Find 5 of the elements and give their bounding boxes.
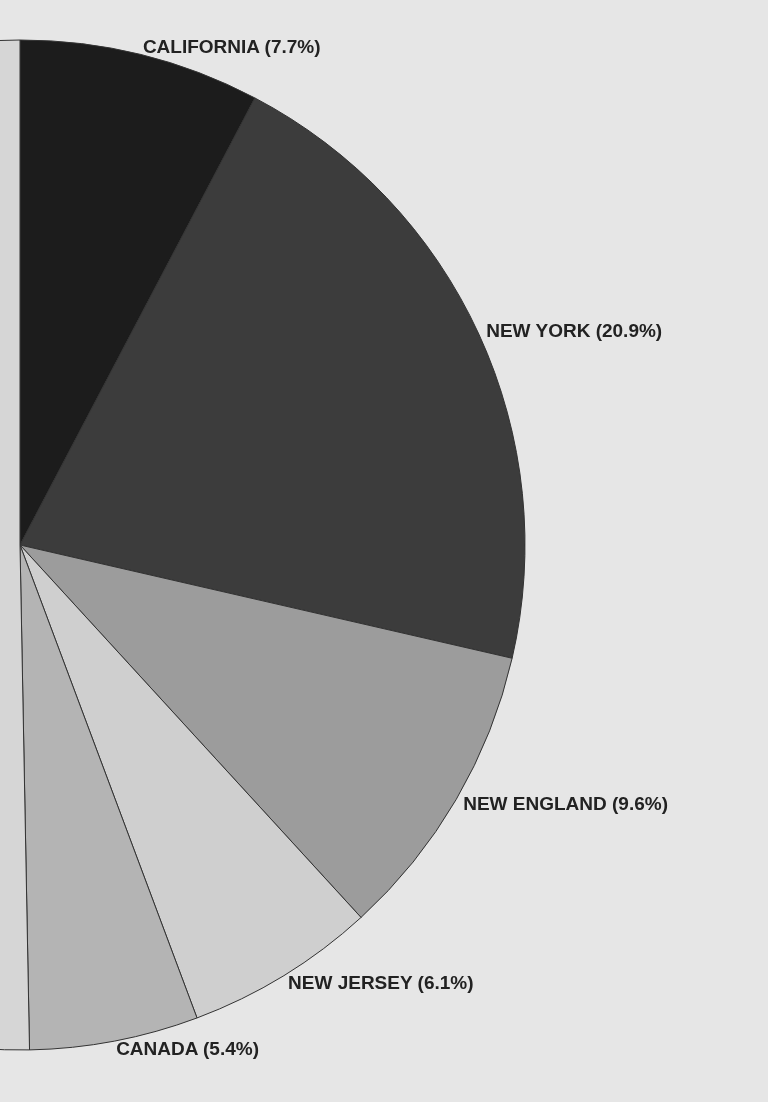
slice-label: NEW JERSEY (6.1%)	[288, 971, 474, 993]
slice-label: CALIFORNIA (7.7%)	[142, 36, 321, 58]
slice-label: NEW YORK (20.9%)	[486, 320, 663, 342]
slice-label: NEW ENGLAND (9.6%)	[463, 792, 668, 814]
slice-label: CANADA (5.4%)	[116, 1038, 259, 1060]
